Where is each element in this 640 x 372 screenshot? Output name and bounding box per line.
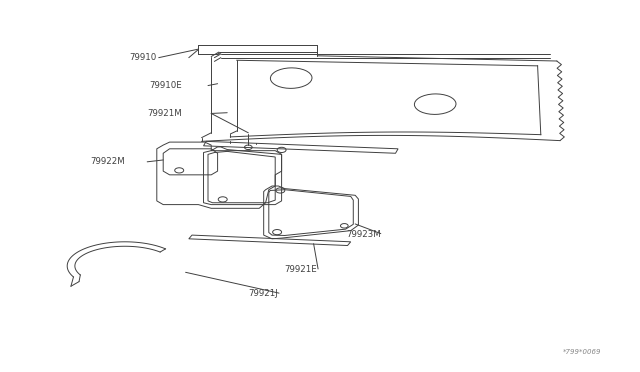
Text: 79910E: 79910E <box>150 81 182 90</box>
Text: 79921E: 79921E <box>284 265 317 274</box>
Text: 79921M: 79921M <box>148 109 182 118</box>
Text: 79923M: 79923M <box>346 230 381 239</box>
Text: *799*0069: *799*0069 <box>563 349 602 355</box>
Text: 79910: 79910 <box>129 53 157 62</box>
Text: 79922M: 79922M <box>90 157 125 166</box>
Text: 79921J: 79921J <box>249 289 278 298</box>
